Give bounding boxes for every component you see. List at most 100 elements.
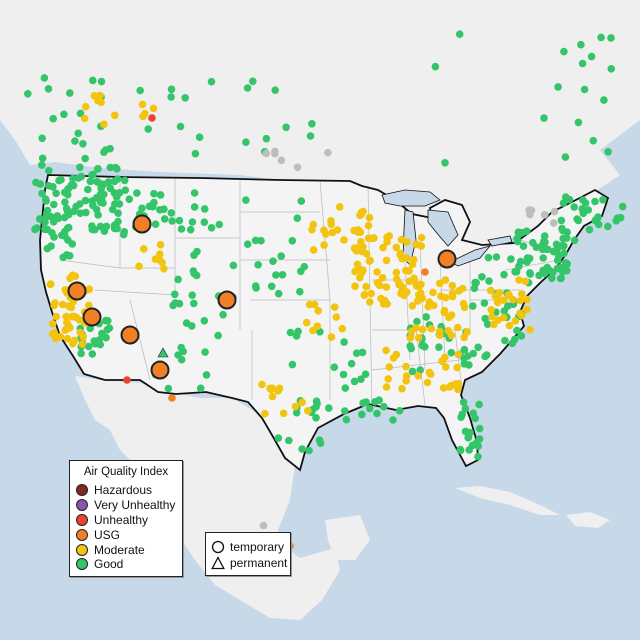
moderate-monitor [58,300,67,309]
good-monitor [599,196,607,204]
state-line [94,289,176,296]
moderate-monitor [362,282,370,291]
good-monitor [395,407,404,415]
moderate-monitor [141,109,149,118]
yucatan-land [325,515,370,560]
good-monitor [500,270,508,279]
moderate-monitor [48,330,57,338]
good-monitor [196,384,205,393]
good-monitor [408,367,417,376]
good-monitor [257,236,265,245]
good-monitor [413,317,421,326]
great-lakes [381,189,513,267]
moderate-monitor [350,244,359,252]
good-monitor [190,299,198,308]
moderate-monitor [441,293,450,302]
good-monitor [82,208,90,217]
good-monitor [84,185,92,194]
good-monitor [167,85,176,94]
moderate-monitor [80,114,89,123]
moderate-monitor [392,243,401,252]
good-monitor [352,349,361,358]
us-national-border [39,174,610,472]
moderate-monitor [429,288,437,297]
moderate-monitor [405,267,413,275]
moderate-monitor [258,380,266,389]
moderate-monitor [384,375,393,383]
usg-monitor [421,268,429,276]
good-monitor [119,230,128,239]
good-monitor [587,52,596,61]
good-monitor [469,349,478,358]
good-monitor [38,134,46,143]
good-monitor [574,118,583,127]
moderate-monitor [322,230,330,238]
good-monitor [100,148,108,156]
good-monitor [110,189,119,197]
moderate-monitor [414,334,423,342]
good-monitor [167,209,176,217]
good-monitor [175,299,184,308]
moderate-monitor [515,276,523,284]
moderate-monitor [100,120,108,129]
good-monitor [156,191,165,199]
moderate-monitor [521,277,530,286]
good-monitor [563,234,571,242]
good-monitor [76,163,84,172]
legend-item-good: Good [76,557,123,571]
good-monitor [41,195,50,203]
moderate-monitor [410,274,418,283]
moderate-monitor [523,295,531,304]
moderate-monitor [505,321,514,330]
no-data-monitor [277,156,286,165]
no-data-monitor [271,149,279,158]
aqi-legend: Air Quality Index Hazardous Very Unhealt… [69,460,183,577]
legend-item-very-unhealthy: Very Unhealthy [76,498,175,512]
good-monitor [371,398,379,406]
moderate-monitor [491,292,500,301]
good-monitor [604,222,612,231]
good-monitor [102,333,110,342]
moderate-monitor [156,250,164,258]
good-monitor [570,203,578,211]
moderate-monitor [406,334,415,342]
good-monitor [548,274,556,283]
moderate-monitor [302,318,311,327]
good-monitor [121,186,130,194]
good-monitor [190,251,198,259]
good-monitor [340,338,348,346]
lake-superior [381,189,441,207]
baja-land [100,382,148,472]
moderate-monitor [111,111,119,120]
good-monitor [50,233,58,241]
good-monitor [97,77,106,86]
moderate-monitor [385,363,394,371]
good-monitor [474,343,483,352]
circle-icon [211,540,225,553]
moderate-monitor [160,265,168,273]
moderate-monitor [354,228,362,236]
moderate-monitor [448,281,457,290]
good-monitor [589,136,598,145]
moderate-monitor [488,312,496,321]
moderate-monitor [64,302,73,310]
moderate-monitor [459,299,468,308]
good-monitor [104,317,112,325]
good-monitor [421,343,429,351]
good-monitor [593,214,602,222]
moderate-monitor [392,268,401,277]
moderate-monitor [314,307,323,315]
good-monitor [177,225,186,233]
good-monitor [164,384,173,393]
moderate-monitor [526,325,534,334]
good-monitor [525,254,534,263]
good-monitor [554,83,562,91]
good-monitor [296,287,304,296]
moderate-monitor [445,313,453,322]
moderate-monitor [486,286,495,295]
good-monitor [176,122,185,131]
good-monitor [312,397,321,406]
good-monitor [40,74,49,82]
state-line [454,329,463,391]
good-monitor [500,307,509,315]
